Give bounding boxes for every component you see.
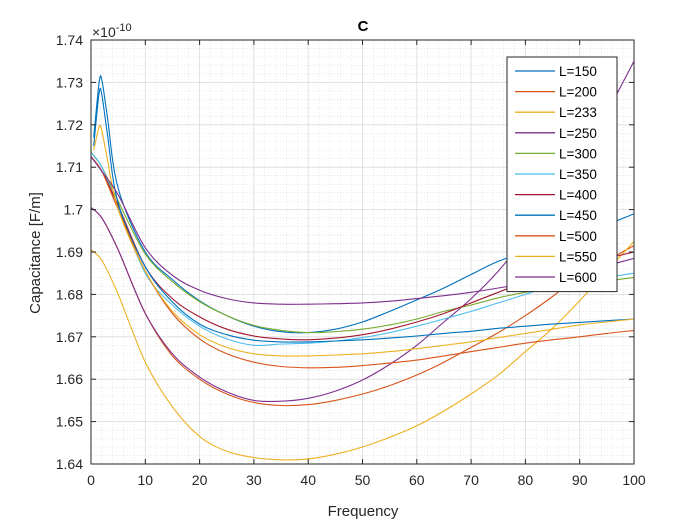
series-line-l-233 <box>90 241 635 461</box>
legend-label: L=250 <box>559 126 597 141</box>
legend-label: L=200 <box>559 85 597 100</box>
x-tick-label: 100 <box>622 472 646 488</box>
x-tick-labels: 0 10 20 30 40 50 60 70 80 90 100 <box>87 472 646 488</box>
x-tick-label: 0 <box>87 472 95 488</box>
series-line-l-450 <box>93 87 635 343</box>
legend-label: L=450 <box>559 208 597 223</box>
x-tick-label: 70 <box>463 472 479 488</box>
x-tick-label: 10 <box>138 472 154 488</box>
legend-label: L=500 <box>559 229 597 244</box>
axis-ticks <box>90 39 635 465</box>
chart-title: C <box>358 18 369 35</box>
x-tick-label: 20 <box>192 472 208 488</box>
y-tick-label: 1.72 <box>56 117 83 133</box>
x-tick-label: 80 <box>518 472 534 488</box>
y-tick-label: 1.69 <box>56 244 83 260</box>
legend-label: L=550 <box>559 249 597 264</box>
y-tick-label: 1.65 <box>56 414 83 430</box>
x-tick-label: 40 <box>300 472 316 488</box>
legend-label: L=300 <box>559 146 597 161</box>
y-exponent-base: ×10 <box>92 24 116 40</box>
x-tick-label: 90 <box>572 472 588 488</box>
y-tick-label: 1.73 <box>56 74 83 90</box>
series-line-l-550 <box>93 124 635 357</box>
y-tick-label: 1.68 <box>56 286 83 302</box>
legend: L=150 L=200 L=233 L=250 L=300 L=350 L=400 L=450… <box>506 56 618 293</box>
y-axis-title: Capacitance [F/m] <box>27 192 44 314</box>
y-tick-label: 1.66 <box>56 371 83 387</box>
y-exponent-power: -10 <box>116 22 132 34</box>
y-tick-label: 1.7 <box>64 202 84 218</box>
legend-label: L=150 <box>559 64 597 79</box>
legend-label: L=600 <box>559 270 597 285</box>
x-tick-label: 30 <box>246 472 262 488</box>
y-axis-exponent: ×10-10 <box>92 22 132 40</box>
x-tick-label: 60 <box>409 472 425 488</box>
legend-label: L=233 <box>559 105 597 120</box>
y-tick-labels: 1.64 1.65 1.66 1.67 1.68 1.69 1.7 1.71 1.72 1.73 1… <box>56 32 83 472</box>
legend-label: L=400 <box>559 188 597 203</box>
y-tick-label: 1.64 <box>56 456 83 472</box>
y-tick-label: 1.67 <box>56 329 83 345</box>
x-axis-title: Frequency <box>328 503 399 520</box>
x-tick-label: 50 <box>355 472 371 488</box>
y-tick-label: 1.74 <box>56 32 83 48</box>
legend-label: L=350 <box>559 167 597 182</box>
y-tick-label: 1.71 <box>56 159 83 175</box>
